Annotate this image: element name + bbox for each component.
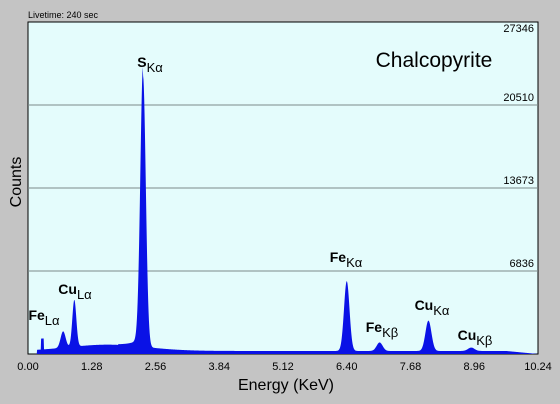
peak-label-fe-4: FeKβ: [366, 319, 399, 340]
x-tick-label: 10.24: [524, 361, 552, 373]
peak-label-cu-5: CuKα: [415, 297, 450, 318]
peak-label-subscript: Lα: [77, 287, 92, 302]
livetime-label: Livetime: 240 sec: [28, 10, 99, 20]
x-tick-label: 0.00: [17, 361, 38, 373]
y-tick-label: 6836: [510, 258, 534, 270]
peak-label-subscript: Kβ: [382, 325, 398, 340]
x-tick-label: 7.68: [400, 361, 421, 373]
y-axis-label: Counts: [8, 157, 25, 208]
peak-label-subscript: Kβ: [476, 333, 492, 348]
y-tick-labels: 6836 13673 20510 27346: [503, 23, 534, 270]
peak-label-symbol: Fe: [330, 249, 347, 265]
peak-label-fe-3: FeKα: [330, 249, 363, 270]
peak-label-s-2: SKα: [137, 54, 163, 75]
peak-label-fe-0: FeLα: [28, 307, 60, 328]
peak-label-symbol: S: [137, 54, 146, 70]
peak-label-symbol: Cu: [458, 327, 477, 343]
peak-label-subscript: Kα: [346, 255, 363, 270]
y-tick-label: 27346: [503, 23, 534, 35]
x-tick-label: 2.56: [145, 361, 166, 373]
x-tick-labels: 0.00 1.28 2.56 3.84 5.12 6.40 7.68 8.96 10.24: [17, 361, 551, 373]
peak-label-symbol: Fe: [366, 319, 383, 335]
x-tick-label: 5.12: [272, 361, 293, 373]
peak-label-symbol: Cu: [415, 297, 434, 313]
y-tick-label: 20510: [503, 92, 534, 104]
peak-label-symbol: Fe: [28, 307, 45, 323]
peak-label-subscript: Kα: [147, 60, 164, 75]
y-tick-label: 13673: [503, 175, 534, 187]
peak-label-symbol: Cu: [58, 281, 77, 297]
x-tick-label: 8.96: [464, 361, 485, 373]
peak-label-cu-6: CuKβ: [458, 327, 493, 348]
x-tick-label: 3.84: [209, 361, 230, 373]
gridlines: [28, 104, 538, 272]
chart-title: Chalcopyrite: [376, 49, 493, 72]
x-axis-label: Energy (KeV): [238, 377, 334, 394]
peak-label-cu-1: CuLα: [58, 281, 92, 302]
peak-label-subscript: Kα: [433, 303, 450, 318]
x-tick-label: 6.40: [336, 361, 357, 373]
x-tick-label: 1.28: [81, 361, 102, 373]
peak-label-subscript: Lα: [45, 313, 60, 328]
